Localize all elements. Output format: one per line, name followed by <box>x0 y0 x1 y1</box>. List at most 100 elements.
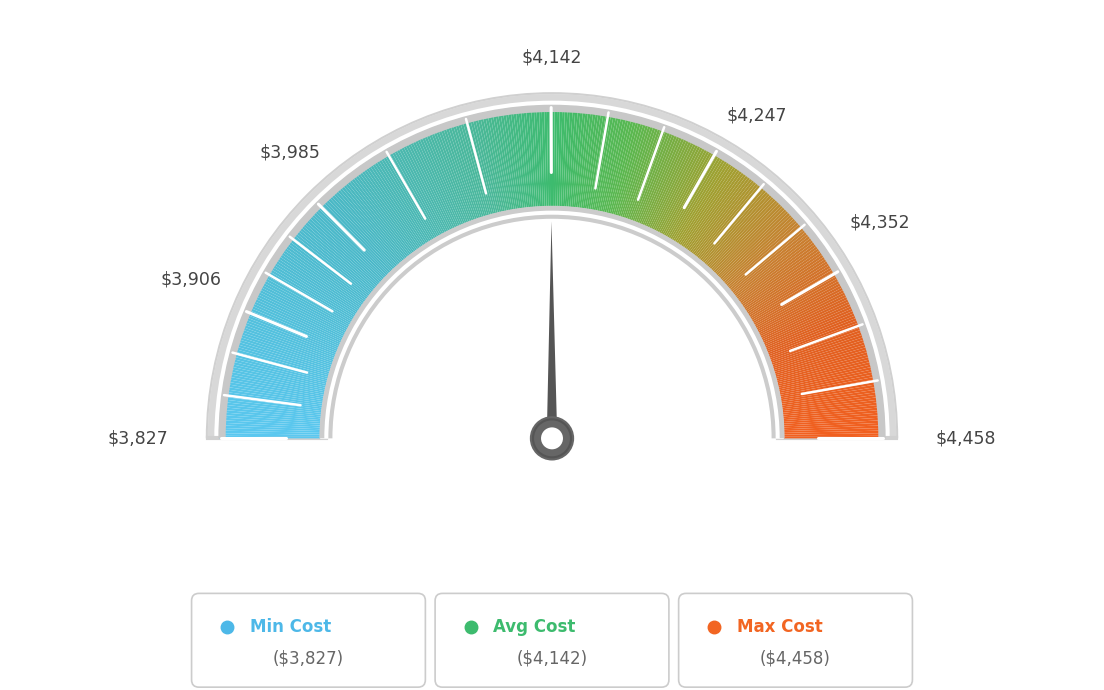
Wedge shape <box>234 338 331 371</box>
Wedge shape <box>214 101 890 438</box>
Wedge shape <box>739 241 821 302</box>
Text: $4,142: $4,142 <box>522 49 582 67</box>
Wedge shape <box>606 115 633 214</box>
Wedge shape <box>590 110 609 210</box>
Wedge shape <box>297 222 376 290</box>
Wedge shape <box>208 94 896 438</box>
Wedge shape <box>615 118 645 216</box>
Wedge shape <box>766 311 860 351</box>
Wedge shape <box>736 237 818 299</box>
Wedge shape <box>637 129 677 224</box>
Wedge shape <box>495 110 514 210</box>
Wedge shape <box>664 147 714 237</box>
Wedge shape <box>253 290 346 337</box>
Wedge shape <box>268 262 355 317</box>
Wedge shape <box>304 215 381 284</box>
Wedge shape <box>500 109 518 210</box>
Wedge shape <box>612 117 640 215</box>
Wedge shape <box>783 428 884 433</box>
Wedge shape <box>730 226 810 293</box>
Wedge shape <box>245 306 340 348</box>
Wedge shape <box>457 119 488 217</box>
Wedge shape <box>236 331 333 365</box>
Wedge shape <box>700 182 766 262</box>
Wedge shape <box>751 269 840 322</box>
Wedge shape <box>675 156 731 243</box>
Wedge shape <box>469 115 496 215</box>
Wedge shape <box>278 247 363 307</box>
Wedge shape <box>413 135 457 228</box>
Wedge shape <box>705 188 774 266</box>
Wedge shape <box>224 381 325 400</box>
Wedge shape <box>680 161 739 247</box>
Wedge shape <box>708 193 778 268</box>
Wedge shape <box>230 353 328 381</box>
Wedge shape <box>378 153 433 241</box>
Wedge shape <box>622 121 655 218</box>
Wedge shape <box>690 170 752 253</box>
Wedge shape <box>242 316 337 355</box>
Wedge shape <box>659 143 708 234</box>
Wedge shape <box>229 358 328 384</box>
Wedge shape <box>363 163 422 248</box>
Wedge shape <box>749 262 836 317</box>
Wedge shape <box>225 373 325 395</box>
Wedge shape <box>647 135 691 228</box>
Wedge shape <box>656 141 703 233</box>
Wedge shape <box>399 142 447 233</box>
Wedge shape <box>357 168 417 251</box>
Wedge shape <box>757 285 849 333</box>
Circle shape <box>531 417 573 460</box>
Wedge shape <box>252 292 344 338</box>
Wedge shape <box>550 106 552 207</box>
Wedge shape <box>275 251 361 310</box>
Wedge shape <box>244 308 339 350</box>
Wedge shape <box>766 313 861 353</box>
Wedge shape <box>223 384 323 402</box>
Wedge shape <box>300 218 379 287</box>
Wedge shape <box>241 318 337 357</box>
Wedge shape <box>319 199 391 273</box>
Wedge shape <box>224 379 325 399</box>
Wedge shape <box>251 294 343 340</box>
Wedge shape <box>682 163 741 248</box>
Wedge shape <box>290 230 371 295</box>
Wedge shape <box>783 410 884 420</box>
Wedge shape <box>240 321 336 358</box>
Wedge shape <box>526 106 535 208</box>
Wedge shape <box>348 174 412 255</box>
Wedge shape <box>417 133 460 227</box>
Text: $4,458: $4,458 <box>935 429 996 447</box>
Circle shape <box>541 427 563 449</box>
Wedge shape <box>261 276 350 327</box>
Wedge shape <box>277 249 362 308</box>
Polygon shape <box>546 221 558 438</box>
Wedge shape <box>361 164 421 249</box>
Wedge shape <box>220 417 321 426</box>
Wedge shape <box>223 386 323 404</box>
Wedge shape <box>233 340 331 372</box>
Wedge shape <box>342 179 407 259</box>
Wedge shape <box>585 109 602 210</box>
Wedge shape <box>220 431 320 435</box>
Wedge shape <box>388 148 439 237</box>
Wedge shape <box>279 245 364 305</box>
Wedge shape <box>760 292 852 338</box>
Wedge shape <box>763 302 857 345</box>
Wedge shape <box>703 187 772 265</box>
Wedge shape <box>627 124 662 220</box>
Wedge shape <box>296 224 375 291</box>
Wedge shape <box>784 431 884 435</box>
Wedge shape <box>498 110 516 210</box>
Wedge shape <box>772 333 869 367</box>
Wedge shape <box>597 112 619 212</box>
Wedge shape <box>636 128 675 224</box>
Wedge shape <box>628 124 665 221</box>
Wedge shape <box>485 112 507 212</box>
Wedge shape <box>235 333 332 367</box>
Text: Max Cost: Max Cost <box>736 618 822 635</box>
Wedge shape <box>601 113 625 213</box>
Wedge shape <box>744 253 830 311</box>
Wedge shape <box>768 321 864 358</box>
Wedge shape <box>676 157 733 244</box>
